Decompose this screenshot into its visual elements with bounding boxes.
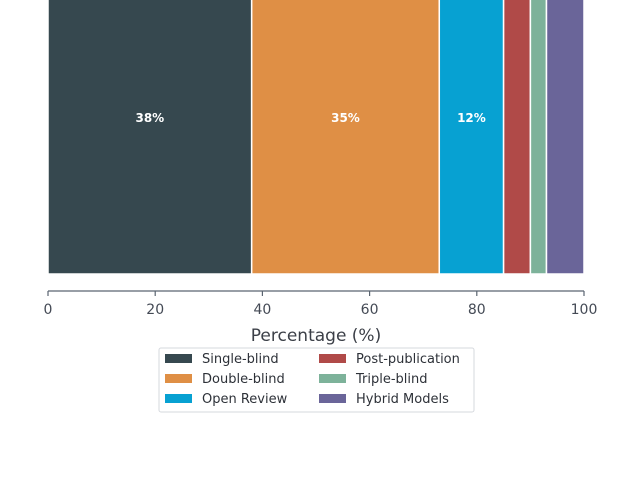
bar-segment-post-publication bbox=[502, 0, 532, 275]
legend-label-post-publication: Post-publication bbox=[356, 352, 460, 367]
bar-segment-hybrid-models bbox=[545, 0, 585, 275]
x-tick-label: 20 bbox=[146, 302, 164, 318]
legend-swatch-hybrid-models bbox=[319, 394, 346, 403]
x-tick-label: 80 bbox=[468, 302, 486, 318]
legend-label-triple-blind: Triple-blind bbox=[355, 372, 428, 387]
x-tick-label: 60 bbox=[361, 302, 379, 318]
x-axis-title: Percentage (%) bbox=[251, 326, 381, 346]
bar-label-open-review: 12% bbox=[457, 111, 486, 125]
legend: Single-blind Double-blind Open Review Post-… bbox=[158, 347, 475, 413]
legend-swatch-open-review bbox=[165, 394, 192, 403]
bar-group bbox=[47, 0, 585, 275]
bar-label-double-blind: 35% bbox=[331, 111, 360, 125]
legend-label-open-review: Open Review bbox=[202, 392, 288, 407]
legend-swatch-post-publication bbox=[319, 354, 346, 363]
legend-label-hybrid-models: Hybrid Models bbox=[356, 392, 449, 407]
bar-label-single-blind: 38% bbox=[135, 111, 164, 125]
legend-swatch-triple-blind bbox=[319, 374, 346, 383]
x-axis-ticks: 0 20 40 60 80 100 bbox=[44, 291, 598, 318]
bar-label-group: 38% 35% 12% bbox=[135, 111, 485, 125]
bar-segment-triple-blind bbox=[529, 0, 548, 275]
x-tick-label: 40 bbox=[253, 302, 271, 318]
bar-segment-open-review bbox=[438, 0, 505, 275]
legend-swatch-double-blind bbox=[165, 374, 192, 383]
bar-segment-double-blind bbox=[250, 0, 441, 275]
legend-frame bbox=[158, 347, 475, 413]
legend-label-single-blind: Single-blind bbox=[202, 352, 279, 367]
bar-segment-single-blind bbox=[47, 0, 253, 275]
legend-label-double-blind: Double-blind bbox=[202, 372, 285, 387]
x-tick-label: 100 bbox=[571, 302, 598, 318]
legend-swatch-single-blind bbox=[165, 354, 192, 363]
x-tick-label: 0 bbox=[44, 302, 53, 318]
